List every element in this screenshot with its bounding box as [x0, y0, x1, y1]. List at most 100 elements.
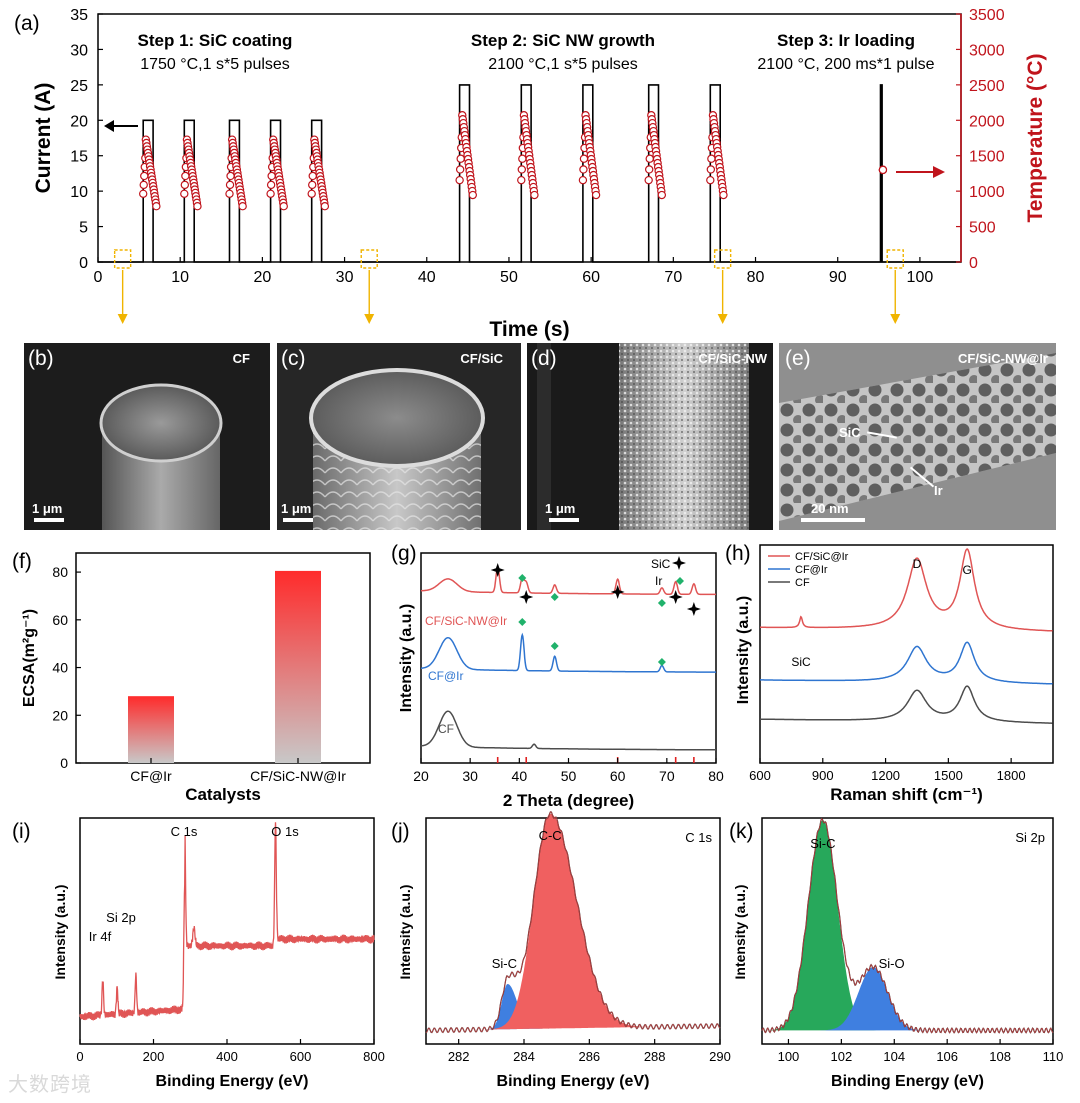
temperature-point — [578, 175, 588, 185]
axis-a-y-tick-label: 0 — [79, 255, 88, 272]
axis-g-x-tick-label: 40 — [512, 768, 528, 784]
component-label-si-c: Si-C — [492, 956, 517, 971]
temperature-point — [591, 190, 601, 200]
xps-peak-label: O 1s — [271, 824, 299, 839]
axis-a-y-tick-label: 20 — [70, 113, 88, 130]
panel-e-scalebar — [801, 518, 865, 522]
xrd-series-label: CF/SiC-NW@Ir — [425, 614, 507, 628]
temperature-point — [139, 180, 148, 190]
axis-k-x-tick-label: 108 — [989, 1049, 1011, 1064]
temperature-point — [645, 154, 654, 163]
temperature-point — [707, 154, 716, 163]
temperature-axis-arrowhead — [933, 166, 945, 178]
axis-a-y2-tick-label: 2500 — [969, 78, 1005, 95]
temperature-point — [719, 190, 728, 200]
xrd-ir-marker — [657, 599, 666, 607]
axis-a-ylabel: Current (A) — [32, 83, 55, 194]
axis-h-xlabel: Raman shift (cm⁻¹) — [830, 785, 983, 804]
sample-box — [113, 249, 132, 269]
axis-a-x-tick-label: 10 — [171, 269, 189, 286]
xrd-series-0 — [421, 565, 716, 596]
ecsa-bar-0 — [128, 696, 174, 763]
panel-h-label: (h) — [725, 542, 751, 565]
axis-g-x-tick-label: 60 — [610, 768, 626, 784]
axis-k-xlabel: Binding Energy (eV) — [831, 1073, 984, 1090]
xrd-series-2 — [420, 710, 716, 751]
axis-h-ylabel: Intensity (a.u.) — [735, 596, 752, 704]
axis-f-y-tick-label: 20 — [52, 707, 68, 723]
tem-image-cf-sic-nw-ir — [779, 353, 1056, 521]
axis-f-y-tick-label: 80 — [52, 564, 68, 580]
sample-arrowhead — [117, 314, 128, 324]
axis-j-xlabel: Binding Energy (eV) — [497, 1073, 650, 1090]
panel-a-label: (a) — [14, 12, 40, 35]
temperature-point — [139, 189, 148, 198]
axis-f-ylabel: ECSA(m²g⁻¹) — [21, 609, 38, 707]
panel-k-frame — [761, 817, 1054, 1045]
axis-a-x-tick-label: 50 — [500, 269, 518, 286]
raman-band-label: D — [913, 557, 922, 571]
xrd-ir-marker — [518, 574, 527, 582]
sample-box — [886, 249, 904, 269]
axis-j-x-tick-label: 288 — [644, 1049, 666, 1064]
temperature-point — [140, 171, 149, 181]
xrd-legend-ir: Ir — [655, 574, 662, 588]
axis-a-y-tick-label: 25 — [70, 78, 88, 95]
axis-a-y2-tick-label: 500 — [969, 220, 996, 237]
panel-f-frame — [75, 552, 371, 764]
axis-a-ylabel-right: Temperature (°C) — [1024, 53, 1047, 222]
panel-c-caption: CF/SiC — [460, 351, 503, 366]
axis-g-ylabel: Intensity (a.u.) — [398, 604, 415, 712]
axis-k-x-tick-label: 100 — [778, 1049, 800, 1064]
axis-j-x-tick-label: 282 — [448, 1049, 470, 1064]
panel-f-label: (f) — [12, 550, 32, 573]
fit-j — [425, 811, 721, 1034]
panel-d-scale: 1 μm — [545, 501, 576, 516]
raman-legend-label: CF@Ir — [795, 564, 828, 576]
axis-h-x-tick-label: 1200 — [871, 768, 900, 783]
raman-series-2 — [760, 685, 1053, 724]
axis-a-y2-tick-label: 0 — [969, 255, 978, 272]
xrd-sic-marker — [519, 590, 534, 604]
step-condition-3: 2100 °C, 200 ms*1 pulse — [757, 56, 934, 73]
panel-j-label: (j) — [391, 820, 410, 843]
temperature-point — [517, 165, 527, 174]
raman-band-label: G — [963, 563, 972, 577]
axis-i-xlabel: Binding Energy (eV) — [156, 1073, 309, 1090]
sem-image-cf-sic-nw — [537, 343, 749, 530]
temperature-point — [225, 180, 235, 190]
axis-k-x-tick-label: 102 — [831, 1049, 853, 1064]
xps-region-label-j: C 1s — [685, 830, 712, 845]
temperature-point — [308, 180, 317, 190]
axis-j-ylabel: Intensity (a.u.) — [397, 885, 413, 980]
panel-d-scalebar — [549, 518, 579, 522]
panel-e-scale: 20 nm — [811, 501, 849, 516]
xrd-ir-marker — [518, 618, 527, 626]
axis-i-x-tick-label: 200 — [143, 1049, 165, 1064]
sample-arrowhead — [364, 314, 375, 324]
component-j-1 — [426, 813, 720, 1031]
panel-e-caption: CF/SiC-NW@Ir — [958, 351, 1048, 366]
component-k-0 — [762, 820, 1053, 1031]
panel-g-label: (g) — [391, 542, 417, 565]
xps-peak-label: Ir 4f — [89, 929, 112, 944]
xrd-sic-marker — [668, 590, 683, 604]
raman-legend-label: CF — [795, 577, 810, 589]
panel-e-annot-ir: Ir — [934, 483, 943, 498]
axis-g-x-tick-label: 30 — [462, 768, 478, 784]
step-title-1: Step 1: SiC coating — [138, 31, 293, 50]
axis-f-category-label: CF/SiC-NW@Ir — [250, 768, 346, 784]
temperature-point — [455, 175, 464, 185]
axis-a-y2-tick-label: 1500 — [969, 149, 1005, 166]
axis-i-x-tick-label: 600 — [290, 1049, 312, 1064]
axis-k-x-tick-label: 110 — [1043, 1049, 1064, 1064]
panel-g-frame — [420, 552, 717, 764]
temperature-point — [266, 189, 275, 198]
sample-box — [713, 249, 732, 269]
temperature-point — [267, 171, 276, 181]
axis-a-x-tick-label: 80 — [747, 269, 765, 286]
temperature-point — [706, 175, 715, 185]
axis-h-x-tick-label: 900 — [812, 768, 834, 783]
temperature-point — [657, 190, 667, 200]
fit-k — [761, 817, 1054, 1034]
